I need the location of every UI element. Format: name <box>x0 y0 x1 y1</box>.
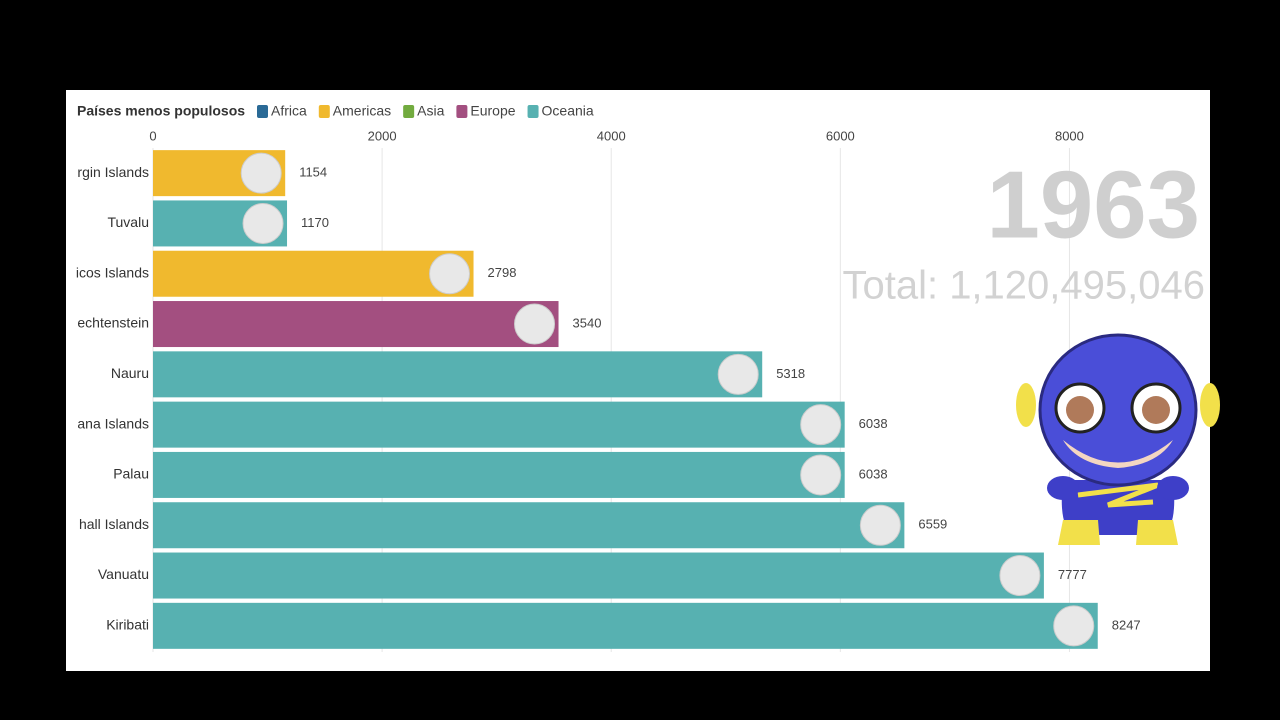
flag <box>240 152 282 194</box>
flag <box>1053 605 1095 647</box>
mascot-head <box>1038 333 1198 487</box>
flag <box>859 504 901 546</box>
value-label: 3540 <box>573 315 602 330</box>
flag <box>999 555 1041 597</box>
category-label: icos Islands <box>76 264 149 280</box>
category-label: ana Islands <box>77 415 149 431</box>
value-label: 8247 <box>1112 617 1141 632</box>
bar <box>153 301 559 348</box>
legend-label: Americas <box>333 103 391 119</box>
legend-label: Asia <box>417 103 444 119</box>
flag <box>800 454 842 496</box>
value-label: 1170 <box>301 215 329 230</box>
value-label: 7777 <box>1058 567 1087 582</box>
mascot <box>1016 333 1220 545</box>
mascot-ear <box>1200 383 1220 427</box>
mascot-pupil <box>1066 396 1094 424</box>
mascot-boot <box>1136 520 1178 545</box>
x-tick-label: 4000 <box>597 128 626 143</box>
bar <box>153 401 845 448</box>
value-label: 5318 <box>776 366 805 381</box>
total-label: Total: 1,120,495,046 <box>842 264 1205 308</box>
legend-label: Europe <box>470 103 515 119</box>
bar <box>153 250 474 297</box>
year-label: 1963 <box>986 151 1200 258</box>
category-label: rgin Islands <box>77 164 149 180</box>
flag <box>800 404 842 446</box>
legend: Africa Americas Asia Europe Oceania <box>257 103 594 119</box>
chart-title: Países menos populosos <box>77 103 245 119</box>
mascot-boot <box>1058 520 1100 545</box>
bars: 1154 rgin Islands 1170 Tuvalu 2798 icos Islan… <box>76 150 1141 649</box>
legend-swatch <box>403 105 415 118</box>
category-label: echtenstein <box>77 315 149 331</box>
x-tick-label: 6000 <box>826 128 855 143</box>
mascot-arm <box>1047 476 1079 500</box>
x-tick-label: 8000 <box>1055 128 1084 143</box>
bar <box>153 502 905 549</box>
mascot-ear <box>1016 383 1036 427</box>
legend-label: Oceania <box>542 103 594 119</box>
bar <box>153 351 763 398</box>
category-label: Kiribati <box>106 617 149 633</box>
bar <box>153 451 845 498</box>
value-label: 6038 <box>859 466 888 481</box>
category-label: Palau <box>113 466 149 482</box>
bar <box>153 552 1044 599</box>
mascot-bolt <box>1077 482 1159 508</box>
value-label: 2798 <box>488 265 517 280</box>
category-label: hall Islands <box>79 516 149 532</box>
category-label: Vanuatu <box>98 566 149 582</box>
mascot-face <box>1063 440 1173 468</box>
legend-swatch <box>456 105 468 118</box>
flag <box>429 253 471 295</box>
legend-swatch <box>318 105 330 118</box>
category-label: Nauru <box>111 365 149 381</box>
flag <box>514 303 556 345</box>
flag <box>717 353 759 395</box>
legend-swatch <box>257 105 268 118</box>
value-label: 6559 <box>918 517 947 532</box>
mascot-arm <box>1157 476 1189 500</box>
legend-swatch <box>527 105 539 118</box>
x-tick-label: 2000 <box>368 128 397 143</box>
value-label: 1154 <box>299 165 327 180</box>
value-label: 6038 <box>859 416 888 431</box>
legend-label: Africa <box>271 103 307 119</box>
flag <box>242 202 284 244</box>
category-label: Tuvalu <box>107 214 149 230</box>
mascot-pupil <box>1142 396 1170 424</box>
x-tick-label: 0 <box>149 128 156 143</box>
bar <box>153 602 1098 649</box>
